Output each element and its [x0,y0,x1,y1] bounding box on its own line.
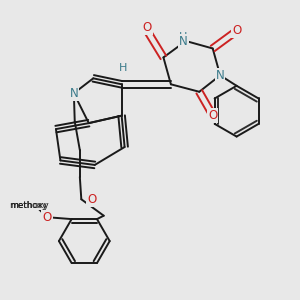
Text: methoxy: methoxy [11,201,47,210]
Text: methoxy: methoxy [9,201,49,210]
Text: O: O [232,24,241,37]
Text: H: H [119,63,127,73]
Text: O: O [87,193,96,206]
Text: H: H [179,32,188,41]
Text: O: O [42,211,52,224]
Text: O: O [208,109,217,122]
Text: N: N [179,35,188,48]
Text: O: O [142,21,152,34]
Text: N: N [216,69,224,82]
Text: N: N [70,87,78,100]
